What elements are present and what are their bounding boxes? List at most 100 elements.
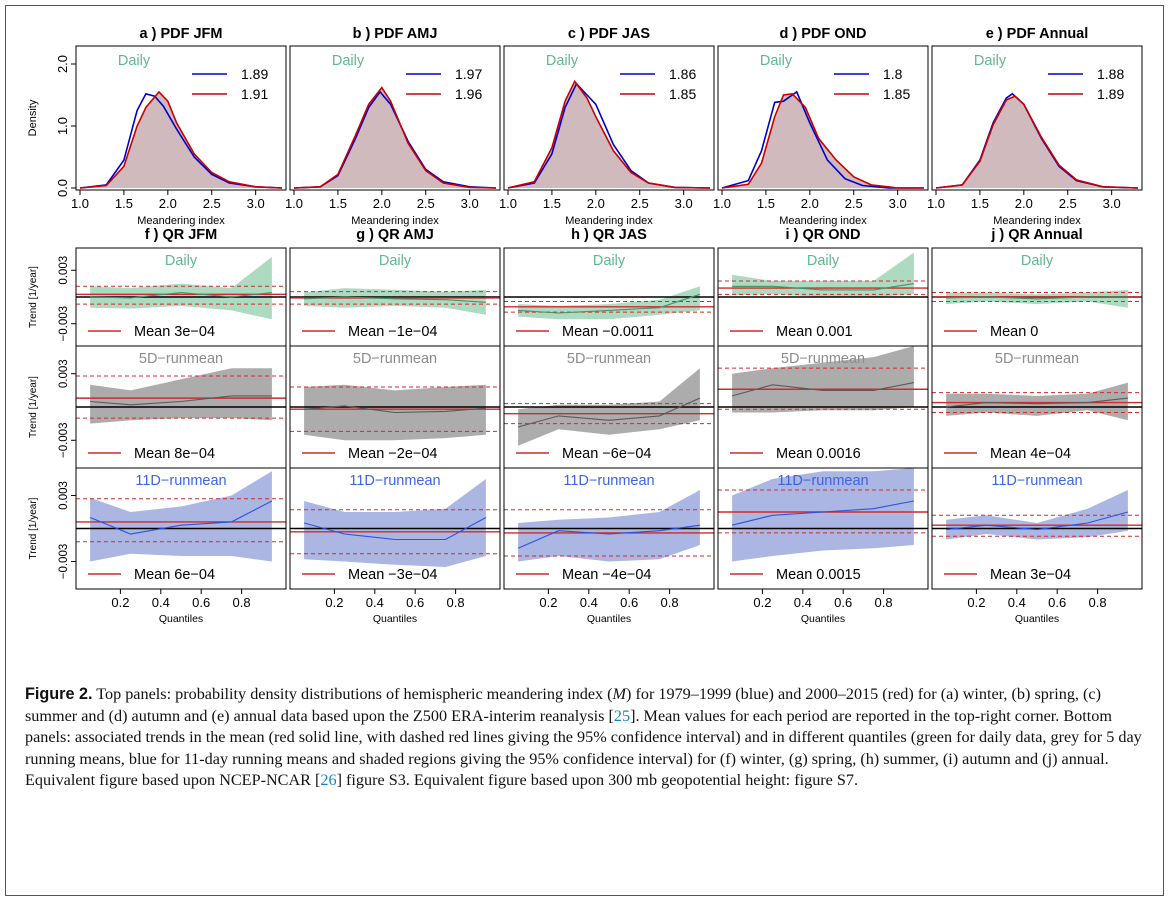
pdf-x-tick-label: 3.0	[461, 196, 479, 211]
pdf-blue-curve	[721, 90, 924, 189]
qr-quantile-line	[518, 293, 701, 314]
qr-mean-value: Mean −3e−04	[348, 567, 438, 583]
qr-x-axis-label: Quantiles	[373, 613, 417, 625]
pdf-density-fill	[80, 91, 282, 188]
qr-y-tick-label: 0.003	[58, 481, 70, 510]
qr-x-tick-label: 0.2	[325, 595, 343, 610]
qr-x-tick-label: 0.2	[111, 595, 129, 610]
qr-x-tick-label: 0.6	[406, 595, 424, 610]
pdf-panel-title: b ) PDF AMJ	[353, 26, 438, 42]
qr-panel-title: f ) QR JFM	[145, 227, 218, 243]
caption-symbol-m: M	[612, 685, 627, 703]
pdf-x-tick-label: 1.5	[115, 196, 133, 211]
qr-mean-value: Mean 0.0015	[776, 567, 861, 583]
qr-x-tick-label: 0.6	[620, 595, 638, 610]
qr-confidence-band	[732, 346, 914, 413]
qr-panel-title: h ) QR JAS	[571, 227, 647, 243]
pdf-x-tick-label: 1.0	[285, 196, 303, 211]
figure-2-panels: a ) PDF JFM Daily 1.89 1.91 1.0 1.5 2.0 2.5 3.0 M…	[27, 26, 1143, 625]
qr-mean-value: Mean −0.0011	[562, 324, 654, 340]
legend-red-mean: 1.89	[1097, 86, 1124, 102]
legend-blue-mean: 1.97	[455, 66, 482, 82]
qr-panel-title: g ) QR AMJ	[356, 227, 434, 243]
qr-row-label: 11D−runmean	[777, 473, 868, 489]
qr-confidence-band	[90, 368, 272, 424]
pdf-blue-curve	[79, 92, 283, 189]
pdf-red-curve	[935, 95, 1139, 189]
pdf-x-tick-label: 2.0	[373, 196, 391, 211]
qr-row-label: Daily	[807, 253, 840, 269]
legend-red-mean: 1.91	[241, 86, 268, 102]
qr-quantile-line	[303, 517, 487, 541]
qr-y-axis-label: Trend [1/year]	[28, 266, 39, 328]
qr-row-label: 5D−runmean	[995, 351, 1079, 367]
qr-quantile-line	[304, 405, 486, 414]
pdf-red-curve	[79, 90, 283, 189]
qr-mean-value: Mean −6e−04	[562, 446, 652, 462]
qr-row-label: Daily	[593, 253, 626, 269]
caption-ref-26[interactable]: 26	[320, 771, 337, 790]
qr-confidence-band	[732, 252, 914, 297]
qr-x-tick-label: 0.8	[661, 595, 679, 610]
qr-mean-value: Mean 6e−04	[134, 567, 215, 583]
qr-quantile-line	[517, 524, 700, 549]
qr-mean-value: Mean 4e−04	[990, 446, 1071, 462]
pdf-x-tick-label: 2.0	[801, 196, 819, 211]
figure-caption: Figure 2. Top panels: probability densit…	[25, 684, 1145, 792]
caption-text-4: ] figure S3. Equivalent figure based upo…	[336, 771, 859, 790]
qr-plot-area	[718, 252, 928, 298]
qr-mean-value: Mean 0.0016	[776, 446, 861, 462]
qr-x-tick-label: 0.8	[1089, 595, 1107, 610]
pdf-panel-frame	[75, 45, 287, 191]
qr-y-tick-label: −0.003	[58, 544, 70, 580]
qr-row-label: Daily	[165, 253, 198, 269]
qr-panel-frame	[931, 467, 1143, 590]
qr-y-tick-label: 0.003	[58, 256, 70, 285]
pdf-panel-title: d ) PDF OND	[780, 26, 867, 42]
qr-quantile-line	[731, 500, 915, 526]
pdf-daily-label: Daily	[974, 53, 1007, 69]
pdf-red-curve	[293, 86, 497, 189]
qr-row-label: 5D−runmean	[781, 351, 865, 367]
pdf-y-tick-label: 2.0	[55, 55, 70, 73]
pdf-x-tick-label: 1.5	[971, 196, 989, 211]
qr-x-tick-label: 0.8	[447, 595, 465, 610]
qr-y-tick-label: −0.003	[58, 423, 70, 459]
qr-x-tick-label: 0.4	[366, 595, 384, 610]
qr-plot-area	[718, 346, 928, 413]
caption-ref-25[interactable]: 25	[613, 706, 631, 725]
pdf-x-tick-label: 2.0	[159, 196, 177, 211]
qr-mean-value: Mean 0.001	[776, 324, 853, 340]
pdf-x-tick-label: 3.0	[889, 196, 907, 211]
caption-text-2: ) for 1979–1999 (blue) and 2000–2015 (re…	[25, 685, 1101, 725]
pdf-x-tick-label: 1.0	[499, 196, 517, 211]
qr-quantile-line	[517, 397, 701, 428]
pdf-daily-label: Daily	[118, 53, 151, 69]
qr-quantile-line	[90, 395, 272, 406]
qr-row-label: 11D−runmean	[349, 473, 440, 489]
qr-mean-value: Mean −2e−04	[348, 446, 438, 462]
pdf-daily-label: Daily	[546, 53, 579, 69]
qr-row-label: Daily	[379, 253, 412, 269]
pdf-x-tick-label: 2.0	[587, 196, 605, 211]
pdf-y-tick-label: 0.0	[55, 179, 70, 197]
qr-plot-area	[504, 286, 714, 320]
qr-plot-area	[290, 479, 500, 567]
legend-blue-mean: 1.8	[883, 66, 903, 82]
pdf-red-curve	[721, 92, 924, 189]
pdf-x-tick-label: 2.5	[417, 196, 435, 211]
qr-plot-area	[504, 368, 714, 446]
qr-row-label: 5D−runmean	[353, 351, 437, 367]
qr-plot-area	[76, 471, 286, 562]
qr-quantile-line	[946, 296, 1128, 300]
pdf-y-tick-label: 1.0	[55, 117, 70, 135]
qr-x-axis-label: Quantiles	[159, 613, 203, 625]
pdf-x-tick-label: 2.5	[203, 196, 221, 211]
qr-x-tick-label: 0.8	[875, 595, 893, 610]
qr-panel-frame	[503, 467, 715, 590]
legend-blue-mean: 1.88	[1097, 66, 1124, 82]
qr-y-axis-label: Trend [1/year]	[28, 376, 39, 438]
qr-x-tick-label: 0.4	[1008, 595, 1026, 610]
qr-panel-frame	[75, 467, 287, 590]
qr-row-label: 11D−runmean	[135, 473, 226, 489]
